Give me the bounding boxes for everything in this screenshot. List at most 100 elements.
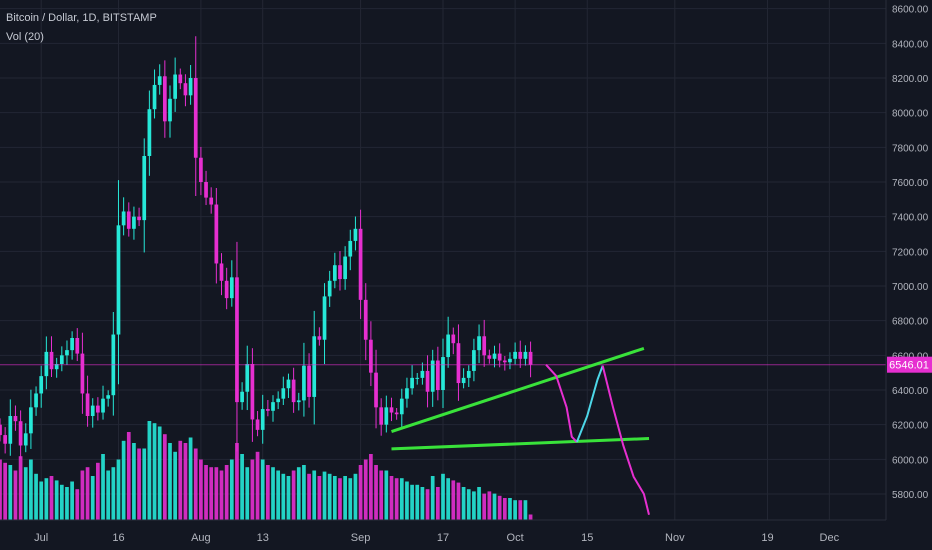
volume-bar bbox=[394, 478, 399, 520]
candle-body bbox=[116, 225, 121, 335]
volume-bar bbox=[193, 448, 198, 520]
volume-bar bbox=[126, 432, 131, 520]
candle-body bbox=[245, 364, 250, 392]
time-axis[interactable]: Jul 16 Aug 13 Sep 17 Oct 15 Nov 19 Dec bbox=[34, 532, 839, 544]
candle-body bbox=[374, 372, 378, 408]
candle-body bbox=[307, 365, 311, 397]
candle-body bbox=[451, 334, 456, 344]
volume-bar bbox=[528, 514, 533, 520]
candle-body bbox=[508, 358, 512, 363]
volume-bar bbox=[369, 454, 373, 520]
forecast-breakdown-path bbox=[601, 365, 650, 516]
candle-body bbox=[472, 350, 476, 371]
volume-bar bbox=[80, 470, 85, 520]
candle-body bbox=[137, 216, 141, 221]
candle-body bbox=[358, 228, 363, 300]
candle-body bbox=[255, 419, 260, 430]
candle-body bbox=[528, 351, 533, 365]
price-tag-background bbox=[887, 356, 932, 373]
volume-bar bbox=[461, 487, 466, 520]
volume-bar bbox=[363, 459, 368, 520]
candle-body bbox=[487, 355, 492, 359]
volume-bar bbox=[3, 462, 8, 520]
volume-bar bbox=[75, 489, 80, 520]
price-tick-label: 5800.00 bbox=[892, 490, 929, 501]
volume-bar bbox=[23, 467, 28, 520]
candle-body bbox=[224, 280, 229, 299]
candle-body bbox=[389, 407, 394, 413]
time-tick-label: Dec bbox=[820, 532, 840, 544]
candle-body bbox=[152, 84, 157, 110]
candle-body bbox=[147, 109, 152, 156]
volume-bar bbox=[466, 489, 471, 520]
volume-bar bbox=[317, 476, 322, 520]
candle-body bbox=[29, 407, 33, 434]
volume-bar bbox=[430, 476, 435, 520]
volume-bar bbox=[271, 467, 275, 520]
price-tick-label: 6400.00 bbox=[892, 386, 929, 397]
candle-body bbox=[70, 338, 74, 351]
candle-body bbox=[193, 78, 198, 158]
candle-body bbox=[343, 256, 347, 280]
price-tick-label: 6200.00 bbox=[892, 421, 929, 432]
volume-bar bbox=[451, 480, 456, 520]
time-tick-label: Sep bbox=[351, 532, 371, 544]
candle-body bbox=[482, 336, 487, 356]
volume-bar bbox=[312, 470, 317, 520]
trendline bbox=[391, 437, 650, 451]
candle-body bbox=[353, 228, 358, 241]
candle-body bbox=[44, 351, 49, 377]
candle-body bbox=[446, 334, 451, 358]
candle-body bbox=[317, 336, 322, 340]
price-axis[interactable]: 5800.006000.006200.006400.006600.006800.… bbox=[892, 5, 929, 501]
volume-bar bbox=[209, 467, 214, 520]
volume-bar bbox=[29, 459, 33, 520]
volume-bar bbox=[96, 462, 100, 520]
volume-bar bbox=[472, 491, 476, 520]
candle-body bbox=[332, 265, 337, 281]
candle-body bbox=[3, 435, 8, 444]
candle-body bbox=[235, 277, 239, 403]
price-tick-label: 8000.00 bbox=[892, 109, 929, 120]
candle-body bbox=[477, 336, 481, 351]
volume-bar bbox=[307, 473, 311, 520]
price-tick-label: 7400.00 bbox=[892, 213, 929, 224]
volume-bar bbox=[302, 465, 306, 520]
chart-title[interactable]: Bitcoin / Dollar, 1D, BITSTAMP bbox=[6, 12, 157, 24]
volume-bar bbox=[281, 473, 286, 520]
candle-body bbox=[209, 197, 214, 205]
grid bbox=[0, 0, 886, 520]
time-tick-label: 19 bbox=[761, 532, 773, 544]
candle-body bbox=[348, 240, 353, 257]
candle-body bbox=[8, 416, 13, 444]
candle-body bbox=[266, 409, 270, 411]
candle-body bbox=[369, 339, 373, 373]
volume-bar bbox=[39, 481, 44, 520]
volume-bar bbox=[374, 465, 378, 520]
volume-bar bbox=[59, 484, 64, 520]
volume-bar bbox=[70, 481, 74, 520]
candle-body bbox=[260, 409, 265, 430]
candle-body bbox=[121, 211, 126, 226]
volume-bar bbox=[446, 478, 451, 520]
volume-bar bbox=[147, 421, 152, 520]
volume-bar bbox=[338, 478, 342, 520]
volume-bar bbox=[497, 495, 502, 520]
volume-bar bbox=[518, 500, 523, 520]
volume-bar bbox=[229, 459, 234, 520]
volume-indicator-label[interactable]: Vol (20) bbox=[6, 31, 44, 43]
volume-bar bbox=[65, 487, 69, 520]
drawings bbox=[0, 346, 886, 516]
volume-bar bbox=[250, 459, 255, 520]
candle-body bbox=[497, 353, 502, 361]
volume-bar bbox=[425, 489, 430, 520]
candle-body bbox=[425, 370, 430, 392]
candle-body bbox=[456, 343, 461, 384]
volume-bar bbox=[54, 480, 59, 520]
time-tick-label: Oct bbox=[507, 532, 524, 544]
candle-body bbox=[142, 156, 147, 221]
volume-bar bbox=[178, 440, 183, 520]
candle-body bbox=[312, 336, 317, 397]
